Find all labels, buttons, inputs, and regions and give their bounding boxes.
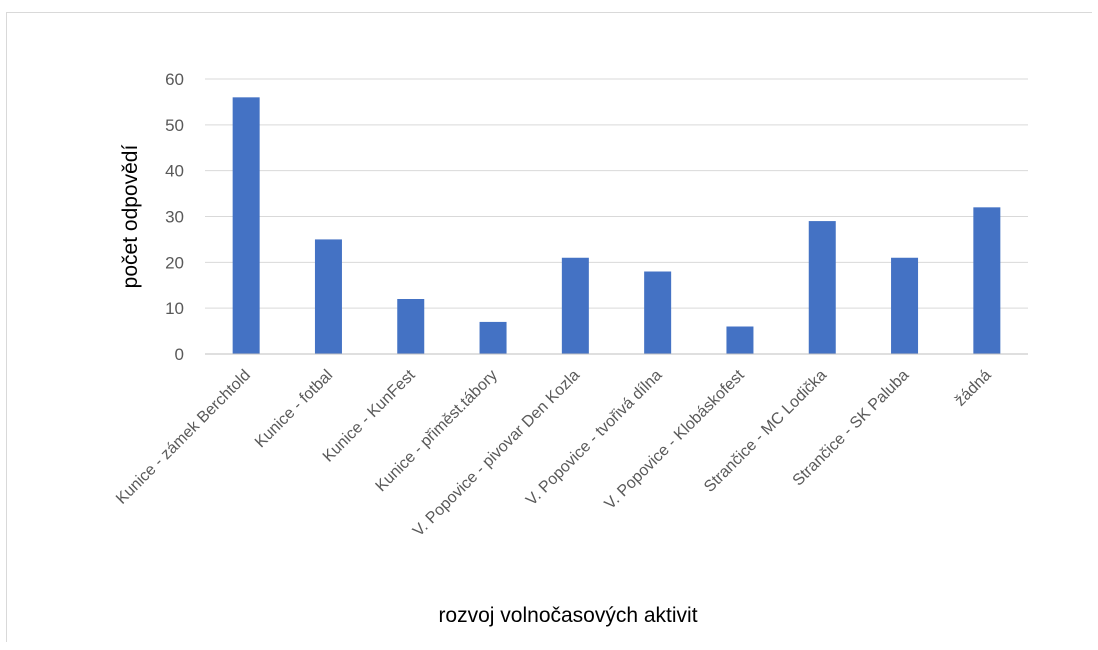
x-category-label: V. Popovice - tvořivá dílna [523, 367, 665, 509]
y-tick-label: 10 [165, 299, 184, 318]
y-tick-label: 20 [165, 253, 184, 272]
y-axis-title: počet odpovědí [119, 145, 142, 289]
x-category-label: V. Popovice - Klobáskofest [602, 366, 749, 513]
x-category-label: Kunice - zámek Berchtold [113, 367, 254, 508]
bars [232, 97, 1001, 354]
bar [232, 97, 260, 354]
x-category-label: žádná [952, 367, 995, 410]
x-axis-title: rozvoj volnočasových aktivit [438, 604, 697, 627]
bar [314, 239, 342, 354]
y-tick-label: 60 [165, 70, 184, 89]
bar [397, 299, 425, 354]
bar [973, 207, 1001, 354]
bar [891, 257, 919, 354]
y-tick-label: 0 [175, 345, 184, 364]
bar [644, 271, 672, 354]
gridlines [205, 78, 1028, 309]
bar [726, 326, 754, 354]
x-category-label: V. Popovice - pivovar Den Kozla [410, 367, 583, 540]
y-tick-label: 50 [165, 116, 184, 135]
y-tick-label: 40 [165, 162, 184, 181]
bar [561, 257, 589, 354]
bar [479, 321, 507, 354]
y-axis-ticks: 0 10 20 30 40 50 60 [165, 70, 184, 364]
bar [808, 221, 836, 354]
y-tick-label: 30 [165, 208, 184, 227]
x-category-label: Kunice - fotbal [252, 367, 336, 451]
